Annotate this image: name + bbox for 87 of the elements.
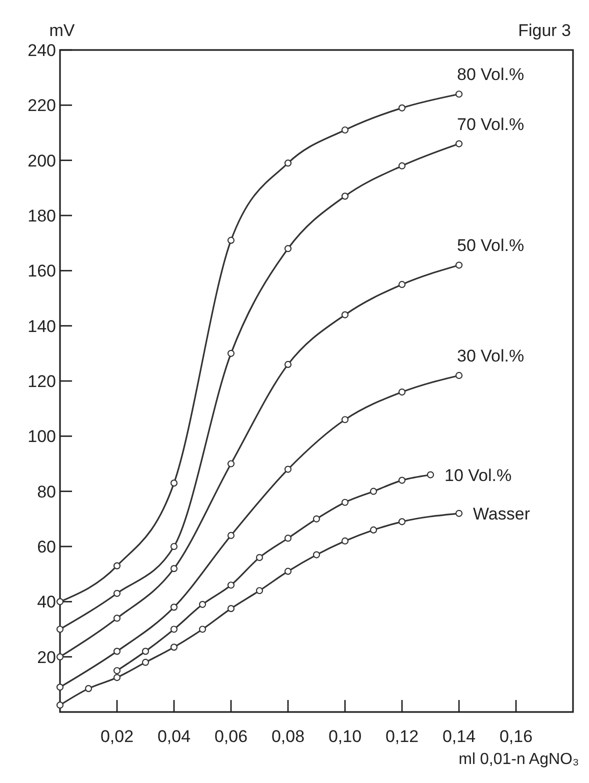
point xyxy=(227,532,235,540)
point xyxy=(227,350,235,357)
point xyxy=(341,311,349,318)
point xyxy=(56,702,64,709)
x-tick-label: 0,16 xyxy=(499,727,533,746)
point xyxy=(398,476,406,484)
point xyxy=(370,526,378,534)
point xyxy=(56,684,64,691)
point xyxy=(170,644,178,651)
point xyxy=(256,587,264,594)
point xyxy=(398,280,406,288)
y-tick-label: 160 xyxy=(28,262,56,281)
point xyxy=(455,510,463,517)
point xyxy=(227,605,235,612)
x-tick-label: 0,08 xyxy=(271,727,305,746)
series-label: 30 Vol.% xyxy=(457,346,524,366)
point xyxy=(341,498,349,506)
point xyxy=(284,534,292,542)
point xyxy=(341,416,349,424)
point xyxy=(312,551,320,558)
point xyxy=(142,648,150,655)
point xyxy=(370,488,378,495)
x-tick-label: 0,14 xyxy=(442,727,476,746)
point xyxy=(398,518,406,526)
point xyxy=(398,104,406,112)
series-label: 50 Vol.% xyxy=(457,236,524,256)
point xyxy=(113,562,121,570)
point xyxy=(398,388,406,396)
point xyxy=(455,140,463,148)
point xyxy=(198,600,206,608)
series-label: 10 Vol.% xyxy=(444,466,512,485)
point xyxy=(84,685,92,692)
point xyxy=(455,372,463,380)
y-axis-title: mV xyxy=(49,21,76,40)
point xyxy=(170,542,178,550)
series-label: 70 Vol.% xyxy=(457,114,524,134)
x-tick-label: 0,04 xyxy=(157,727,191,746)
point xyxy=(170,480,178,487)
y-tick-label: 40 xyxy=(37,592,56,612)
point xyxy=(284,568,292,575)
y-tick-label: 240 xyxy=(28,40,56,60)
point xyxy=(341,192,349,200)
series-label: Wasser xyxy=(473,504,530,524)
point xyxy=(227,236,235,244)
y-tick-label: 220 xyxy=(28,96,56,116)
chart-title: Figur 3 xyxy=(518,21,571,40)
point xyxy=(113,590,121,597)
y-tick-label: 180 xyxy=(28,206,56,226)
point xyxy=(284,160,292,167)
x-axis-title: ml 0,01-n AgNO₃ xyxy=(458,751,579,768)
point xyxy=(170,626,178,633)
point xyxy=(455,90,463,98)
point xyxy=(284,360,292,368)
point xyxy=(312,515,320,522)
x-tick-label: 0,12 xyxy=(385,727,419,746)
point xyxy=(227,582,235,589)
point xyxy=(341,126,349,134)
point xyxy=(113,648,121,655)
y-tick-label: 120 xyxy=(28,372,56,391)
point xyxy=(142,658,150,666)
point xyxy=(426,471,434,478)
point xyxy=(227,460,235,468)
series-label: 80 Vol.% xyxy=(457,65,524,84)
point xyxy=(398,162,406,170)
point xyxy=(170,604,178,611)
y-tick-label: 80 xyxy=(37,482,56,502)
x-tick-label: 0,10 xyxy=(328,727,362,746)
y-tick-label: 100 xyxy=(28,427,56,446)
point xyxy=(170,565,178,572)
x-tick-label: 0,02 xyxy=(100,727,134,746)
point xyxy=(113,667,121,674)
point xyxy=(113,674,121,682)
point xyxy=(284,245,292,252)
y-tick-label: 140 xyxy=(28,316,56,336)
point xyxy=(341,537,349,545)
point xyxy=(284,466,292,473)
point xyxy=(455,262,463,269)
x-tick-label: 0,06 xyxy=(214,727,248,746)
point xyxy=(56,626,64,633)
point xyxy=(256,554,264,562)
y-tick-label: 20 xyxy=(37,648,56,667)
y-tick-label: 60 xyxy=(37,537,56,556)
y-tick-label: 200 xyxy=(28,151,56,170)
point xyxy=(56,653,64,660)
point xyxy=(56,598,64,606)
point xyxy=(113,614,121,622)
point xyxy=(198,626,206,633)
